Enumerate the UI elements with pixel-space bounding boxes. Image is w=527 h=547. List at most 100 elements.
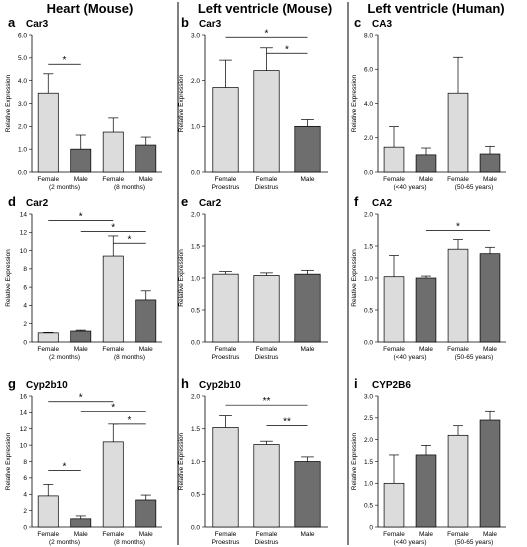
panel-title: CA3	[372, 19, 392, 30]
x-tick-label: Female	[37, 531, 59, 538]
y-tick-label: 5.0	[18, 55, 27, 62]
y-axis-label: Relative Expression	[178, 249, 185, 307]
panel-e: e Car2 Relative Expression 0.0 0.5 1.0 1.5 2.0 F…	[178, 194, 328, 361]
y-tick-label: 0.0	[364, 339, 373, 346]
panel-letter: e	[181, 194, 188, 209]
panel-a: a Car3 Relative Expression 0.0 1.0 2.0 3.0 4.0 5…	[5, 15, 162, 191]
x-tick-label: Male	[74, 176, 88, 183]
y-tick-label: 0	[23, 524, 27, 531]
x-tick-sublabel: (2 months)	[49, 354, 80, 361]
x-tick-label: Male	[139, 346, 153, 353]
bar	[447, 434, 469, 528]
column-title-heart-mouse: Heart (Mouse)	[47, 1, 134, 16]
panel-letter: f	[354, 194, 359, 209]
column-title-lv-human: Left ventricle (Human)	[367, 1, 504, 16]
y-tick-label: 10	[20, 442, 28, 449]
panel-letter: g	[8, 376, 16, 391]
y-tick-label: 0.0	[18, 169, 27, 176]
x-tick-label: Male	[74, 346, 88, 353]
panel-title: Car2	[199, 198, 222, 209]
panel-letter: b	[181, 15, 189, 30]
bar	[294, 125, 321, 173]
x-tick-label: Male	[419, 531, 433, 538]
y-tick-label: 1.0	[191, 459, 200, 466]
bar	[447, 92, 469, 173]
panel-title: Car3	[199, 19, 222, 30]
y-tick-label: 10	[20, 248, 28, 255]
y-tick-label: 2.0	[364, 437, 373, 444]
significance-star: *	[79, 393, 83, 404]
y-tick-label: 1.5	[364, 243, 373, 250]
y-tick-label: 0.5	[364, 307, 373, 314]
x-tick-label: Female	[102, 176, 124, 183]
significance-star: *	[456, 222, 460, 233]
bar	[479, 253, 501, 343]
bar	[253, 70, 280, 173]
y-tick-label: 2.0	[191, 211, 200, 218]
x-tick-label: Male	[139, 531, 153, 538]
significance-star: **	[283, 416, 291, 427]
y-tick-label: 2.0	[364, 135, 373, 142]
bar	[415, 154, 437, 173]
x-tick-label: Male	[419, 346, 433, 353]
y-tick-label: 0.0	[191, 339, 200, 346]
x-tick-sublabel: (2 months)	[49, 184, 80, 191]
panel-title: Cyp2b10	[26, 380, 68, 391]
y-tick-label: 16	[20, 393, 28, 400]
y-tick-label: 6.0	[364, 67, 373, 74]
y-axis-label: Relative Expression	[5, 74, 12, 132]
x-tick-label: Female	[383, 346, 405, 353]
y-tick-label: 1.5	[191, 243, 200, 250]
x-tick-label: Female	[102, 346, 124, 353]
x-tick-sublabel: Diestrus	[255, 184, 280, 191]
bar	[70, 330, 92, 343]
x-tick-label: Female	[447, 176, 469, 183]
panel-title: Cyp2b10	[199, 380, 241, 391]
y-tick-label: 2	[23, 508, 27, 515]
y-tick-label: 6	[23, 284, 27, 291]
bar	[212, 87, 239, 173]
x-tick-label: Male	[483, 346, 497, 353]
panel-g: g Cyp2b10 Relative Expression 0 2 4 6 8 10 12 14 16…	[5, 376, 162, 546]
x-tick-sublabel: (8 months)	[114, 354, 145, 361]
y-tick-label: 12	[20, 426, 28, 433]
significance-star: *	[63, 55, 67, 66]
x-tick-sublabel: (8 months)	[114, 184, 145, 191]
bar	[479, 153, 501, 173]
x-tick-sublabel: Proestrus	[212, 539, 241, 546]
y-axis-label: Relative Expression	[178, 74, 185, 132]
y-axis-label: Relative Expression	[351, 74, 358, 132]
y-tick-label: 4.0	[18, 78, 27, 85]
bar	[212, 273, 239, 343]
y-tick-label: 2	[23, 321, 27, 328]
y-tick-label: 1.5	[364, 459, 373, 466]
panel-i: i CYP2B6 Relative Expression 0 0.5 1.0 1.5 2.0 2…	[351, 376, 506, 546]
bar	[102, 255, 124, 343]
x-tick-label: Male	[139, 176, 153, 183]
x-tick-sublabel: (8 months)	[114, 539, 145, 546]
y-tick-label: 12	[20, 230, 28, 237]
y-tick-label: 2.0	[18, 124, 27, 131]
bar	[102, 131, 124, 173]
y-tick-label: 6.0	[18, 32, 27, 39]
bar	[135, 299, 157, 343]
x-tick-label: Male	[483, 176, 497, 183]
x-tick-label: Male	[300, 346, 314, 353]
y-tick-label: 14	[20, 410, 28, 417]
x-tick-label: Male	[419, 176, 433, 183]
panel-c: c CA3 Relative Expression 0.0 2.0 4.0 6.0 8.0 Fe…	[351, 15, 506, 191]
y-tick-label: 1.0	[191, 275, 200, 282]
panel-h: h Cyp2b10 Relative Expression 0.0 0.5 1.0 1.5 2…	[178, 376, 328, 546]
y-tick-label: 1.0	[364, 481, 373, 488]
bar	[447, 248, 469, 343]
x-tick-label: Female	[215, 176, 237, 183]
bar	[253, 444, 280, 528]
x-tick-sublabel: Diestrus	[255, 539, 280, 546]
panel-d: d Car2 Relative Expression 0 2 4 6 8 10 12 14 Femal…	[5, 194, 162, 361]
y-tick-label: 8	[23, 459, 27, 466]
bar	[479, 419, 501, 528]
bar	[212, 427, 239, 528]
y-tick-label: 0.5	[191, 307, 200, 314]
y-tick-label: 1.5	[191, 426, 200, 433]
